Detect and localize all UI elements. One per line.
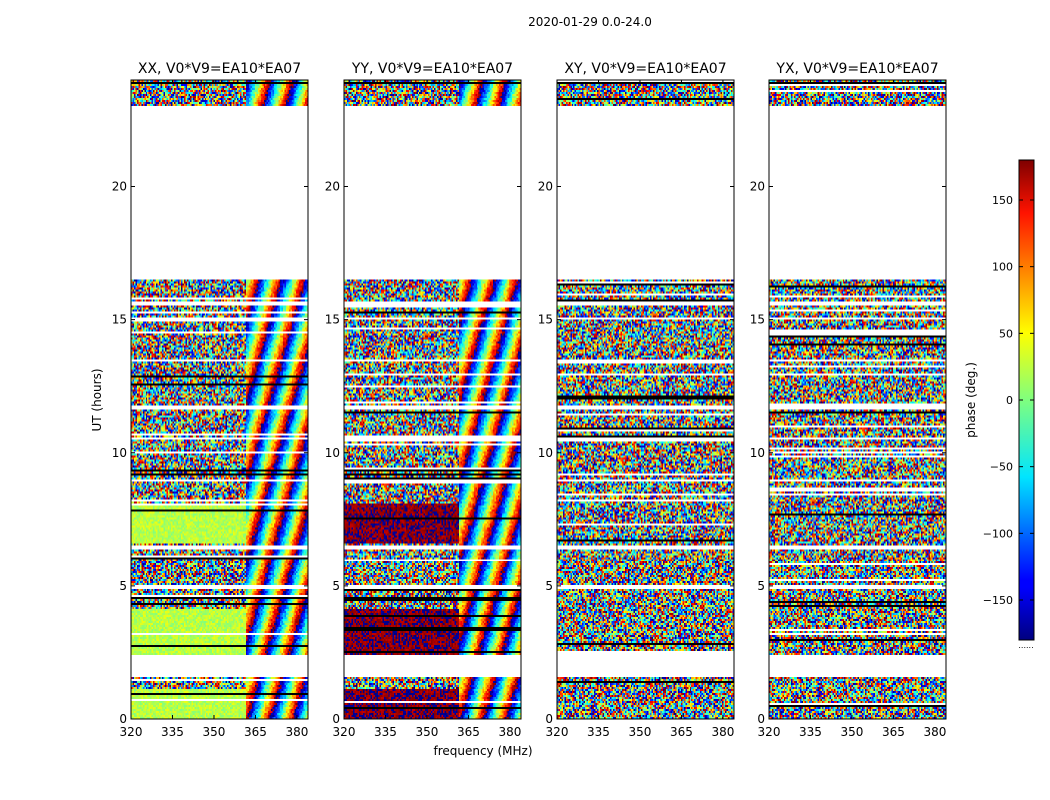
colorbar: 150 100 50 0 −50 −100 −150 phase (deg.) ......	[964, 159, 1035, 650]
y-tick-label: 20	[750, 180, 765, 194]
y-tick-label: 10	[750, 446, 765, 460]
y-tick-label: 15	[750, 313, 765, 327]
y-tick-label: 15	[538, 313, 553, 327]
panel-heatmap	[557, 80, 734, 719]
panel-title: XX, V0*V9=EA10*EA07	[138, 61, 301, 77]
panel-frame	[768, 79, 947, 720]
y-axis-label: UT (hours)	[90, 368, 104, 431]
panels-group: XX, V0*V9=EA10*EA07 320 335 350 365 380 0 5 10 15…	[112, 61, 947, 739]
x-tick-label: 365	[244, 725, 267, 739]
x-tick-label: 320	[546, 725, 569, 739]
panel-title: YY, V0*V9=EA10*EA07	[351, 61, 513, 77]
x-tick-label: 335	[374, 725, 397, 739]
colorbar-tick-label: 50	[999, 327, 1013, 340]
panel-1: YY, V0*V9=EA10*EA07 320 335 350 365 380 0 5 10 15…	[325, 61, 522, 739]
y-tick-label: 0	[119, 712, 127, 726]
panel-frame	[130, 79, 309, 720]
y-tick-label: 20	[112, 180, 127, 194]
colorbar-footer: ......	[1018, 641, 1033, 650]
suptitle: 2020-01-29 0.0-24.0	[528, 15, 652, 29]
x-tick-label: 335	[799, 725, 822, 739]
panel-3: YX, V0*V9=EA10*EA07 320 335 350 365 380 0 5 10 15…	[750, 61, 947, 739]
y-tick-label: 5	[119, 579, 127, 593]
panel-heatmap	[769, 80, 946, 719]
y-tick-label: 5	[332, 579, 340, 593]
colorbar-tick-label: 100	[992, 261, 1013, 274]
x-tick-label: 380	[923, 725, 946, 739]
panel-frame	[343, 79, 522, 720]
x-tick-label: 380	[711, 725, 734, 739]
colorbar-label: phase (deg.)	[964, 362, 978, 438]
y-tick-label: 20	[538, 180, 553, 194]
panel-title: YX, V0*V9=EA10*EA07	[775, 61, 938, 77]
x-tick-label: 365	[457, 725, 480, 739]
colorbar-tick-label: 150	[992, 194, 1013, 207]
x-tick-label: 350	[203, 725, 226, 739]
y-tick-label: 15	[325, 313, 340, 327]
colorbar-tick-label: 0	[1006, 394, 1013, 407]
x-tick-label: 335	[161, 725, 184, 739]
colorbar-tick-label: −50	[990, 461, 1013, 474]
x-tick-label: 350	[841, 725, 864, 739]
y-tick-label: 15	[112, 313, 127, 327]
x-tick-label: 350	[416, 725, 439, 739]
panel-frame	[556, 79, 735, 720]
y-tick-label: 10	[325, 446, 340, 460]
x-tick-label: 380	[498, 725, 521, 739]
x-tick-label: 335	[587, 725, 610, 739]
colorbar-tick-label: −100	[983, 527, 1013, 540]
panel-heatmap	[131, 80, 308, 719]
y-tick-label: 0	[545, 712, 553, 726]
x-tick-label: 380	[285, 725, 308, 739]
y-tick-label: 5	[757, 579, 765, 593]
y-tick-label: 0	[332, 712, 340, 726]
colorbar-tick-label: −150	[983, 594, 1013, 607]
panel-0: XX, V0*V9=EA10*EA07 320 335 350 365 380 0 5 10 15…	[112, 61, 309, 739]
panel-2: XY, V0*V9=EA10*EA07 320 335 350 365 380 0 5 10 15…	[538, 61, 735, 739]
colorbar-ticks: 150 100 50 0 −50 −100 −150	[983, 194, 1034, 607]
y-tick-label: 0	[757, 712, 765, 726]
y-tick-label: 20	[325, 180, 340, 194]
x-tick-label: 350	[629, 725, 652, 739]
x-tick-label: 365	[670, 725, 693, 739]
x-axis-label: frequency (MHz)	[433, 744, 532, 758]
y-tick-label: 10	[538, 446, 553, 460]
x-tick-label: 320	[333, 725, 356, 739]
x-tick-label: 365	[882, 725, 905, 739]
y-tick-label: 10	[112, 446, 127, 460]
y-tick-label: 5	[545, 579, 553, 593]
panel-heatmap	[344, 80, 521, 719]
x-tick-label: 320	[758, 725, 781, 739]
x-tick-label: 320	[120, 725, 143, 739]
panel-title: XY, V0*V9=EA10*EA07	[564, 61, 726, 77]
